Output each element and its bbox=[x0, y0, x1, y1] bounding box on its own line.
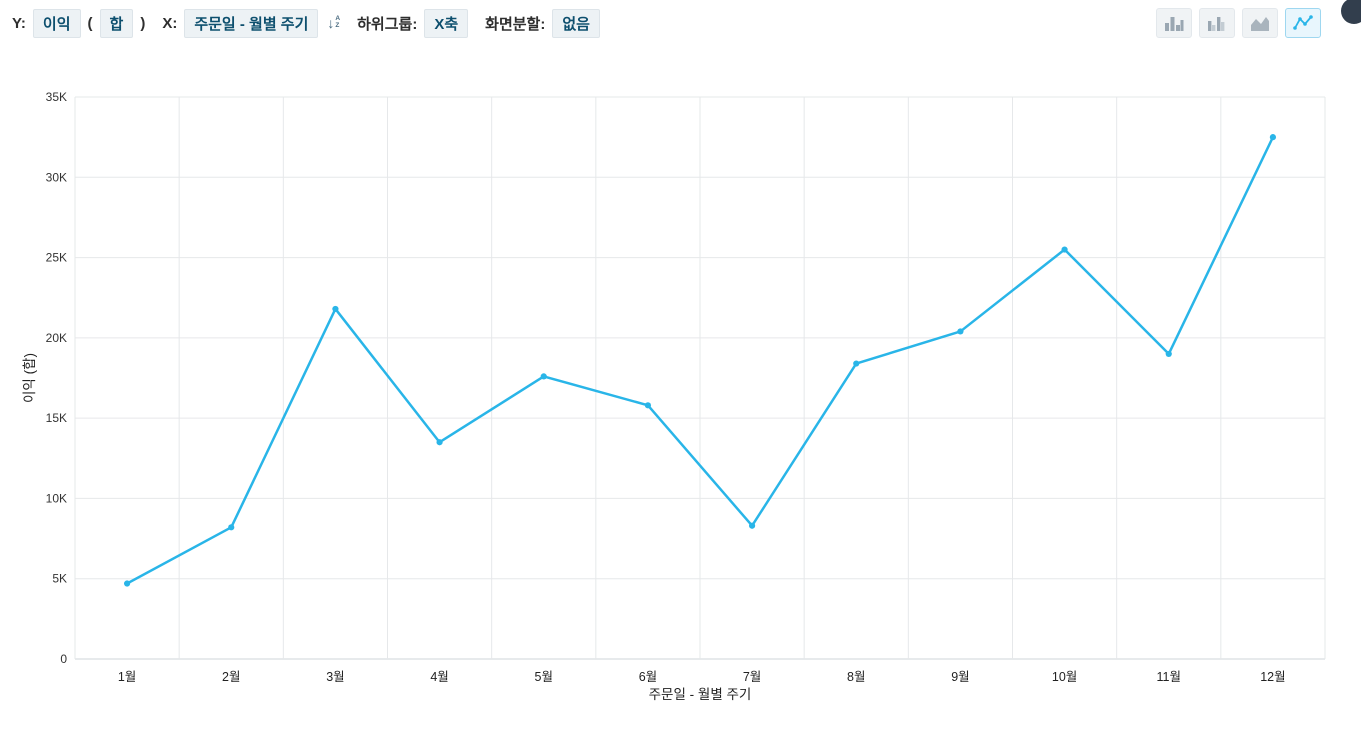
area-chart-glyph bbox=[1251, 16, 1269, 31]
subgroup-label: 하위그룹: bbox=[357, 15, 418, 33]
y-axis-title: 이익 (합) bbox=[22, 353, 37, 403]
chart-type-switcher bbox=[1156, 8, 1321, 38]
avatar-circle[interactable] bbox=[1341, 0, 1361, 24]
y-tick-label: 10K bbox=[46, 491, 67, 505]
data-point[interactable] bbox=[1269, 134, 1277, 141]
chart-area: 0 5K 10K 15K 20K 25K 30K 35K 1월 2월 3월 4월 5월 6월 7월 8월 9월 1… bbox=[0, 50, 1361, 734]
x-tick-label: 1월 bbox=[118, 670, 136, 684]
line-chart-icon[interactable] bbox=[1285, 8, 1321, 38]
grouped-bar-chart-icon[interactable] bbox=[1199, 8, 1235, 38]
data-point[interactable] bbox=[123, 580, 131, 587]
x-tick-label: 3월 bbox=[326, 670, 344, 684]
x-tick-label: 4월 bbox=[430, 670, 448, 684]
y-field-button[interactable]: 이익 bbox=[32, 8, 81, 38]
y-tick-label: 35K bbox=[46, 90, 67, 104]
x-tick-label: 2월 bbox=[222, 670, 240, 684]
y-tick-label: 25K bbox=[46, 251, 67, 265]
sort-letter-a: A bbox=[335, 15, 341, 23]
line-series bbox=[125, 135, 1275, 585]
data-point[interactable] bbox=[1061, 246, 1068, 253]
sort-letter-z: Z bbox=[335, 22, 340, 29]
sort-ascending-icon[interactable]: ↓ A Z bbox=[327, 15, 341, 31]
paren-open: ( bbox=[87, 14, 93, 32]
screen-split-value-button[interactable]: 없음 bbox=[552, 8, 600, 38]
data-point[interactable] bbox=[957, 328, 964, 335]
subgroup-value-button[interactable]: X축 bbox=[424, 8, 469, 38]
y-tick-label: 15K bbox=[46, 411, 67, 425]
sort-letters: A Z bbox=[335, 15, 341, 30]
grouped-bar-chart-glyph bbox=[1208, 16, 1225, 31]
y-tick-label: 5K bbox=[52, 572, 67, 586]
x-tick-label: 10월 bbox=[1052, 670, 1077, 684]
y-aggregation-button[interactable]: 합 bbox=[99, 8, 134, 38]
sort-arrow-glyph: ↓ bbox=[327, 15, 335, 31]
screen-split-label: 화면분할: bbox=[485, 15, 546, 33]
area-chart-icon[interactable] bbox=[1242, 8, 1278, 38]
x-field-button[interactable]: 주문일 - 월별 주기 bbox=[184, 8, 319, 38]
line-chart-glyph bbox=[1293, 14, 1313, 30]
y-tick-label: 0 bbox=[60, 652, 67, 666]
data-point[interactable] bbox=[228, 524, 235, 531]
data-point[interactable] bbox=[540, 373, 547, 380]
x-axis-title: 주문일 - 월별 주기 bbox=[649, 687, 752, 702]
y-tick-label: 20K bbox=[46, 331, 67, 345]
bar-chart-icon[interactable] bbox=[1156, 8, 1192, 38]
x-axis-label: X: bbox=[162, 14, 178, 32]
bar-chart-glyph bbox=[1165, 16, 1184, 31]
x-tick-label: 12월 bbox=[1260, 670, 1285, 684]
data-point[interactable] bbox=[1165, 350, 1172, 358]
x-tick-label: 5월 bbox=[535, 670, 553, 684]
x-tick-label: 8월 bbox=[847, 670, 865, 684]
x-tick-label: 11월 bbox=[1157, 670, 1181, 684]
data-point[interactable] bbox=[748, 522, 756, 529]
x-tick-label: 9월 bbox=[951, 670, 969, 684]
y-axis-label: Y: bbox=[12, 14, 26, 32]
paren-close: ) bbox=[140, 14, 146, 32]
x-tick-label: 6월 bbox=[639, 670, 657, 684]
x-tick-label: 7월 bbox=[743, 670, 761, 684]
profit-line-chart: 0 5K 10K 15K 20K 25K 30K 35K 1월 2월 3월 4월 5월 6월 7월 8월 9월 1… bbox=[22, 90, 1326, 702]
y-tick-label: 30K bbox=[46, 170, 67, 184]
data-point[interactable] bbox=[436, 439, 443, 446]
chart-config-toolbar: Y: 이익 ( 합 ) X: 주문일 - 월별 주기 ↓ A Z 하위그룹: X… bbox=[0, 0, 1361, 46]
data-point[interactable] bbox=[853, 360, 860, 367]
data-point[interactable] bbox=[332, 305, 339, 313]
data-point[interactable] bbox=[644, 402, 652, 409]
